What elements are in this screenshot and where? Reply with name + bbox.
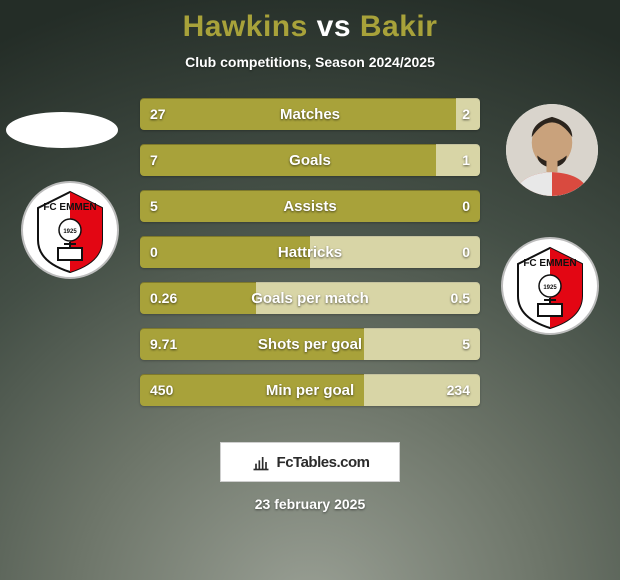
stat-value-left: 7 [140,144,168,176]
site-name: FcTables.com [277,454,370,471]
comparison-title: Hawkins vs Bakir [0,10,620,44]
stat-value-right: 5 [452,328,480,360]
stat-row: 5 0Assists [140,190,480,222]
stat-value-right: 0.5 [441,282,480,314]
stat-label: Goals [140,144,480,176]
stat-label: Assists [140,190,480,222]
stat-bars: 272Matches71Goals50Assists00Hattricks0.2… [140,98,480,406]
stat-row: 9.715Shots per goal [140,328,480,360]
stat-value-left: 450 [140,374,183,406]
stat-value-left: 0.26 [140,282,187,314]
stat-value-left: 5 [140,190,168,222]
stat-value-left: 0 [140,236,168,268]
chart-icon [251,452,271,472]
player1-name: Hawkins [183,10,308,43]
footer-date: 23 february 2025 [0,496,620,512]
player1-avatar [6,112,118,148]
stat-row: 00Hattricks [140,236,480,268]
stat-value-right: 1 [452,144,480,176]
player2-name: Bakir [360,10,438,43]
svg-text:1925: 1925 [63,229,77,235]
svg-text:FC EMMEN: FC EMMEN [43,202,96,213]
player2-avatar [506,104,598,196]
stat-row: 7 1Goals [140,144,480,176]
stat-label: Matches [140,98,480,130]
player2-club-badge: FC EMMEN 1925 [500,236,600,336]
player1-club-badge: FC EMMEN 1925 [20,180,120,280]
stat-value-left: 27 [140,98,176,130]
stat-value-left: 9.71 [140,328,187,360]
stat-value-right: 234 [437,374,480,406]
stat-row: 450234Min per goal [140,374,480,406]
stat-value-right: 2 [452,98,480,130]
stat-value-right: 0 [452,236,480,268]
stat-value-right: 0 [452,190,480,222]
subtitle: Club competitions, Season 2024/2025 [0,54,620,70]
stat-row: 0.260.5Goals per match [140,282,480,314]
stat-row: 27 2Matches [140,98,480,130]
comparison-stage: FC EMMEN 1925 FC EMMEN 1925 [0,98,620,428]
title-vs: vs [317,10,351,43]
site-logo[interactable]: FcTables.com [220,442,400,482]
svg-text:FC EMMEN: FC EMMEN [523,258,576,269]
svg-text:1925: 1925 [543,285,557,291]
